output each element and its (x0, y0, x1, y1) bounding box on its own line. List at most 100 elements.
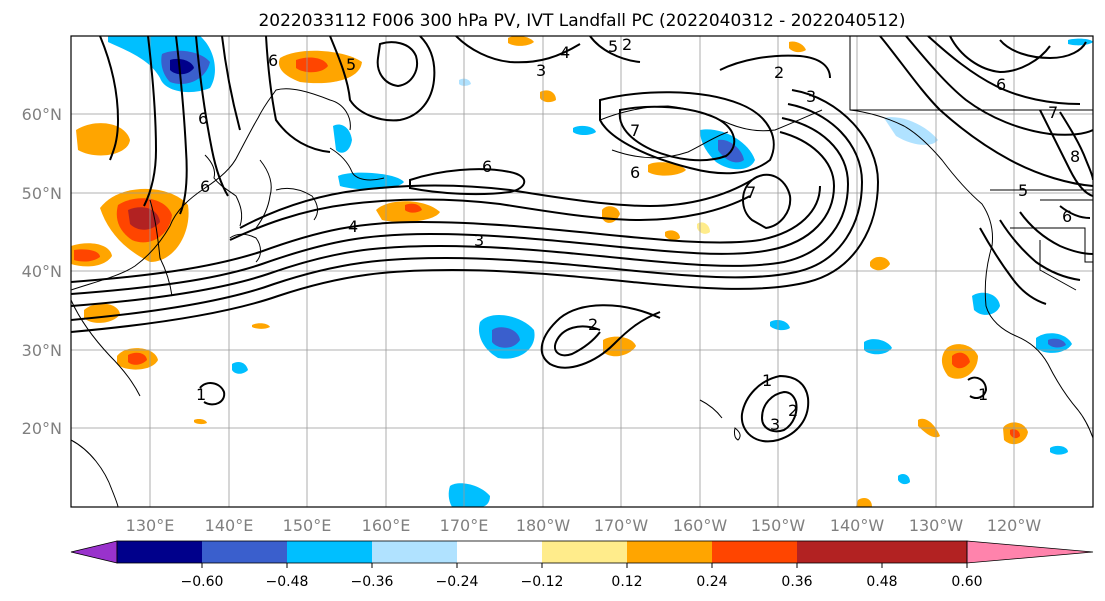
colorbar-segment (372, 541, 457, 563)
pv-blob (1010, 429, 1020, 439)
pv-blob (789, 41, 806, 53)
pv-blob (459, 78, 471, 86)
pv-blob (665, 230, 680, 241)
contour-label: 6 (1062, 207, 1072, 226)
contour-label: 7 (630, 121, 640, 140)
pv-blob (898, 474, 910, 485)
pv-blob (648, 162, 686, 176)
colorbar-tick-label: −0.60 (181, 574, 224, 590)
colorbar-tick-label: 0.24 (696, 574, 727, 590)
contour-label: 3 (770, 415, 780, 434)
pv-blob (1048, 338, 1066, 348)
colorbar-ticks (201, 563, 968, 568)
lat-label: 30°N (22, 341, 62, 360)
lat-label: 60°N (22, 105, 62, 124)
lon-labels: 130°E 140°E 150°E 160°E 170°E 180°W 170°… (126, 516, 1042, 535)
pv-blob (1068, 38, 1093, 46)
lon-label: 160°E (362, 516, 411, 535)
colorbar-tick-label: 0.60 (951, 574, 982, 590)
pv-blob (170, 58, 194, 75)
lon-label: 150°W (751, 516, 806, 535)
colorbar-tick-label: −0.36 (351, 574, 394, 590)
pv-blob (508, 36, 534, 46)
contour-label: 3 (536, 61, 546, 80)
pv-blob (492, 327, 520, 348)
colorbar-extend-low (70, 540, 118, 564)
pv-blob (573, 125, 596, 135)
pv-blob (1050, 445, 1068, 455)
colorbar-extend-high (966, 540, 1094, 564)
lon-label: 130°W (909, 516, 964, 535)
lat-labels: 60°N 50°N 40°N 30°N 20°N (22, 105, 62, 438)
pv-blob (870, 256, 890, 271)
contour-label: 8 (1070, 147, 1080, 166)
contour-label: 3 (474, 231, 484, 250)
lon-label: 150°E (283, 516, 332, 535)
colorbar-segment (712, 541, 797, 563)
pv-blob (74, 249, 100, 262)
contour-label: 5 (608, 37, 618, 56)
ivt-contours (71, 36, 1093, 443)
colorbar-segment (117, 541, 202, 563)
colorbar-segment (627, 541, 712, 563)
pv-blob (448, 483, 490, 507)
contour-label: 1 (196, 385, 206, 404)
colorbar-segment (882, 541, 967, 563)
pv-blob (194, 419, 207, 425)
pv-blob (864, 339, 892, 355)
colorbar: −0.60 −0.48 −0.36 −0.24 −0.12 0.12 0.24 … (70, 540, 1094, 590)
colorbar-tick-label: −0.24 (436, 574, 479, 590)
lon-label: 170°E (440, 516, 489, 535)
pv-blob (770, 320, 790, 331)
contour-label: 1 (762, 371, 772, 390)
pv-blob (603, 336, 636, 357)
lon-label: 120°W (987, 516, 1042, 535)
lon-label: 140°W (830, 516, 885, 535)
pv-blob (333, 124, 352, 153)
colorbar-tick-label: 0.36 (781, 574, 812, 590)
map-frame (70, 35, 1094, 508)
contour-label: 2 (788, 401, 798, 420)
contour-label: 6 (268, 51, 278, 70)
contour-label: 2 (622, 35, 632, 54)
contour-label: 1 (978, 385, 988, 404)
lon-label: 130°E (126, 516, 175, 535)
pv-blob (540, 90, 556, 103)
pv-blob (296, 57, 328, 73)
colorbar-segment (797, 541, 882, 563)
colorbar-tick-label: −0.12 (521, 574, 564, 590)
contour-label: 6 (198, 109, 208, 128)
colorbar-segment (457, 541, 542, 563)
colorbar-tick-label: −0.48 (266, 574, 309, 590)
contour-label: 7 (1048, 103, 1058, 122)
contour-label: 7 (746, 183, 756, 202)
contour-labels: 6 2 3 4 5 6 6 4 3 2 5 6 7 7 2 3 1 2 3 1 … (196, 35, 1080, 434)
pv-blob (232, 362, 248, 374)
contour-label: 3 (806, 87, 816, 106)
contour-label: 5 (1018, 181, 1028, 200)
colorbar-segment (542, 541, 627, 563)
pv-blob (338, 172, 404, 190)
lon-label: 140°E (205, 516, 254, 535)
pv-blob (128, 207, 160, 230)
contour-label: 5 (346, 55, 356, 74)
colorbar-tick-label: 0.48 (866, 574, 897, 590)
pv-blob (252, 323, 270, 329)
pv-blob (856, 498, 872, 507)
lat-label: 40°N (22, 262, 62, 281)
colorbar-tick-label: 0.12 (611, 574, 642, 590)
contour-label: 6 (200, 177, 210, 196)
contour-label: 6 (482, 157, 492, 176)
gridlines (71, 36, 1093, 507)
contour-label: 6 (630, 163, 640, 182)
lat-label: 50°N (22, 184, 62, 203)
pv-blob (952, 352, 970, 369)
contour-label: 2 (588, 315, 598, 334)
lon-label: 170°W (594, 516, 649, 535)
contour-label: 4 (348, 217, 358, 236)
contour-label: 2 (774, 63, 784, 82)
contour-label: 4 (560, 43, 570, 62)
lon-label: 160°W (673, 516, 728, 535)
colorbar-segment (287, 541, 372, 563)
